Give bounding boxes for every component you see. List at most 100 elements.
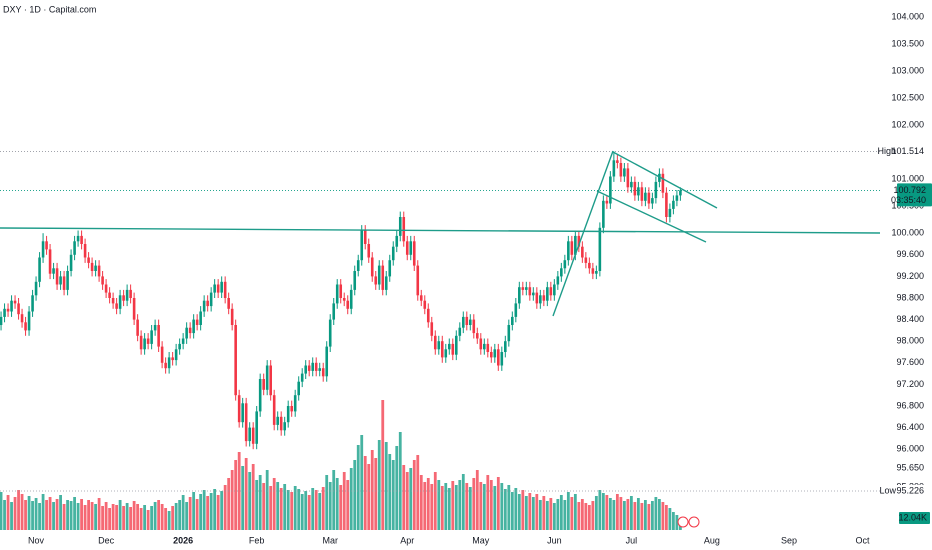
volume-bar xyxy=(146,510,150,530)
event-icon[interactable] xyxy=(677,516,689,528)
candle-body xyxy=(388,260,392,277)
candle-body xyxy=(251,427,255,444)
y-tick-label: 103.000 xyxy=(891,66,924,76)
volume-bar xyxy=(482,484,486,530)
volume-bar xyxy=(174,503,178,530)
volume-bar xyxy=(290,492,294,530)
candle-body xyxy=(27,311,31,331)
volume-bar xyxy=(94,504,97,530)
volume-bar xyxy=(157,500,161,530)
volume-bar xyxy=(300,494,304,530)
y-tick-label: 97.600 xyxy=(896,357,924,367)
candle-body xyxy=(188,327,192,334)
y-tick-label: 103.500 xyxy=(891,39,924,49)
candle-body xyxy=(17,303,20,315)
candle-body xyxy=(374,276,378,285)
volume-bar xyxy=(356,445,360,530)
high-tag-value: 101.514 xyxy=(891,146,924,156)
candle-body xyxy=(195,319,199,325)
volume-bar xyxy=(314,490,318,530)
candle-body xyxy=(665,192,668,217)
volume-bar xyxy=(262,483,266,530)
candle-body xyxy=(409,241,413,255)
candle-body xyxy=(675,195,679,201)
candle-body xyxy=(651,198,654,204)
volume-bar xyxy=(640,503,644,530)
volume-bar xyxy=(671,512,675,530)
event-icon[interactable] xyxy=(688,516,700,528)
volume-bar xyxy=(265,470,269,530)
candle-body xyxy=(297,381,301,396)
high-tag-name: High xyxy=(877,146,896,156)
volume-bar xyxy=(524,496,528,530)
x-tick-label: May xyxy=(472,535,490,545)
volume-bar xyxy=(594,496,598,530)
candle-body xyxy=(468,319,472,325)
candle-body xyxy=(563,260,567,269)
volume-bar xyxy=(80,499,83,530)
trendline xyxy=(552,150,614,317)
volume-bar xyxy=(465,483,469,530)
volume-bar xyxy=(416,455,420,530)
volume-bar xyxy=(458,480,462,530)
candle-body xyxy=(136,319,139,336)
candle-body xyxy=(185,327,188,339)
candle-body xyxy=(52,268,55,274)
volume-bar xyxy=(556,499,560,530)
volume-bar xyxy=(6,495,10,530)
candle-body xyxy=(349,289,353,309)
candle-body xyxy=(626,168,630,188)
candle-body xyxy=(444,349,448,358)
candle-body xyxy=(475,333,479,339)
candle-body xyxy=(391,246,395,261)
volume-bar xyxy=(545,501,549,530)
candle-body xyxy=(518,287,521,304)
volume-bar xyxy=(115,505,119,530)
volume-bar xyxy=(566,492,570,530)
candle-body xyxy=(101,276,104,285)
candle-body xyxy=(654,181,658,199)
volume-bar xyxy=(437,480,441,530)
candle-body xyxy=(528,287,532,296)
low-tag xyxy=(881,484,931,497)
volume-bar xyxy=(612,500,616,530)
volume-bar xyxy=(17,490,20,530)
volume-bar xyxy=(391,460,395,530)
volume-bar xyxy=(517,494,521,530)
candle-body xyxy=(269,365,272,396)
candle-body xyxy=(31,295,34,312)
candle-body xyxy=(0,316,3,325)
candle-body xyxy=(237,395,241,423)
volume-bar xyxy=(444,483,448,530)
candle-body xyxy=(402,217,406,242)
volume-bar xyxy=(521,490,525,530)
volume-bar xyxy=(150,506,154,530)
candle-body xyxy=(556,276,560,285)
volume-bar xyxy=(34,498,38,530)
candle-body xyxy=(45,241,48,250)
candle-body xyxy=(283,422,286,431)
candle-body xyxy=(73,241,76,255)
volume-bar xyxy=(486,475,490,530)
candle-body xyxy=(153,325,157,331)
volume-bar xyxy=(62,504,66,530)
volume-bar xyxy=(213,489,217,530)
candle-body xyxy=(199,311,202,325)
low-tag-value: 95.226 xyxy=(896,485,924,495)
candle-body xyxy=(171,357,174,361)
y-tick-label: 96.400 xyxy=(896,422,924,432)
candle-body xyxy=(612,160,616,177)
candle-body xyxy=(437,341,441,350)
volume-bar xyxy=(353,460,357,530)
volume-bar xyxy=(339,485,343,530)
candle-body xyxy=(451,343,455,355)
volume-bar xyxy=(647,504,651,530)
y-tick-label: 98.400 xyxy=(896,314,924,324)
volume-bar xyxy=(559,495,563,530)
candle-body xyxy=(630,181,633,188)
candle-body xyxy=(125,289,129,301)
volume-bar xyxy=(27,496,31,530)
volume-bar xyxy=(633,502,637,530)
candle-body xyxy=(521,287,525,290)
